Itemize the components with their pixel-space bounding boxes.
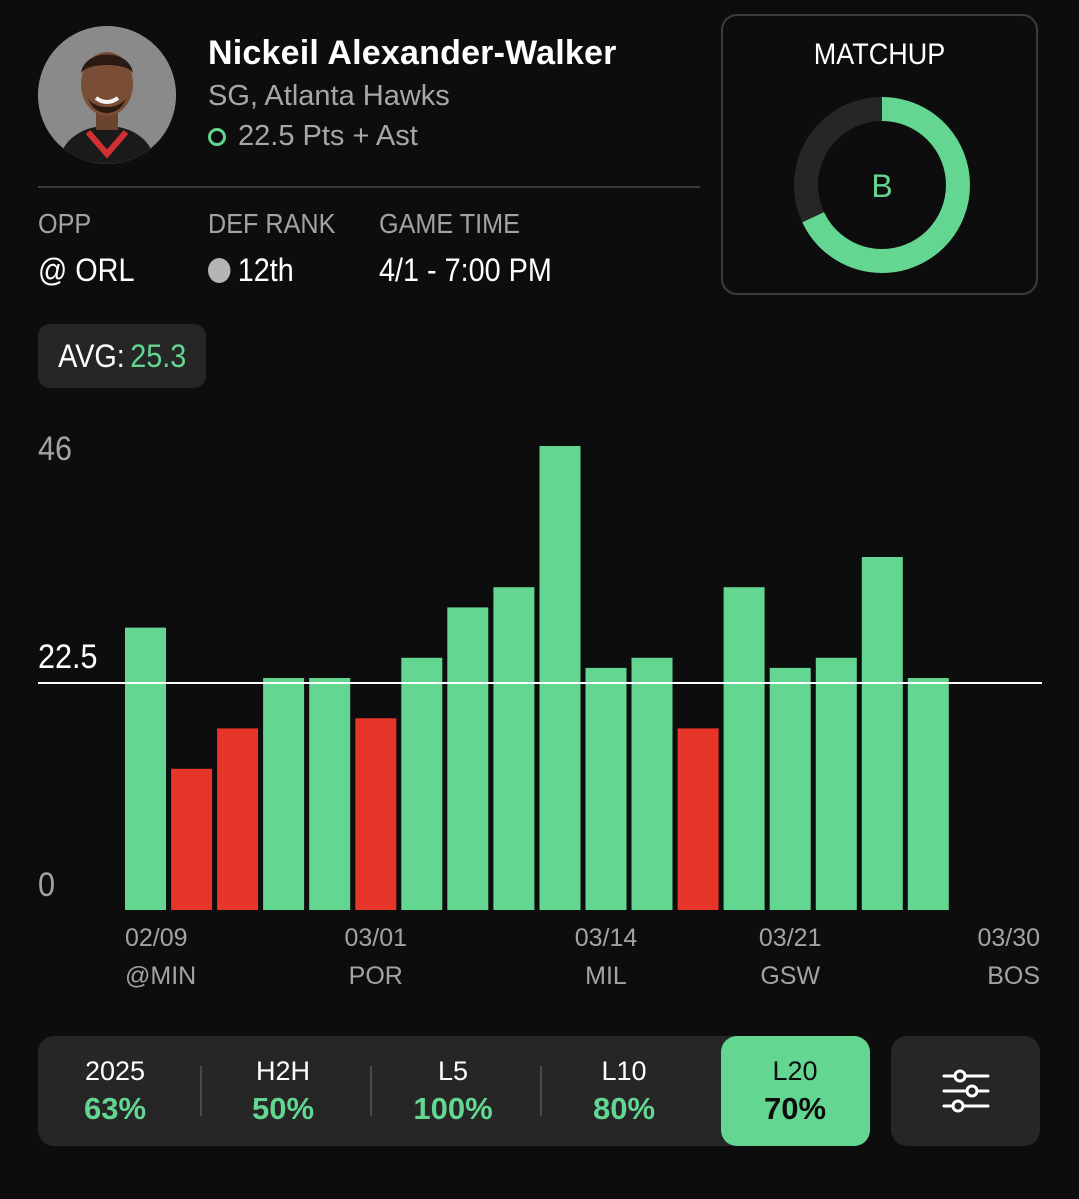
matchup-ring: B: [794, 97, 970, 273]
x-axis-opponent-label: @MIN: [125, 962, 197, 990]
chart-bar[interactable]: [585, 667, 627, 910]
x-axis-date-label: 02/09: [125, 924, 188, 952]
chart-bar[interactable]: [309, 678, 351, 910]
x-axis-opponent-label: BOS: [987, 962, 1040, 990]
chart-bar[interactable]: [677, 728, 719, 910]
matchup-title: MATCHUP: [813, 38, 946, 71]
filter-hit-rate: 100%: [413, 1091, 493, 1126]
filter-l20[interactable]: L20 70%: [720, 1036, 870, 1146]
filter-label: H2H: [255, 1056, 310, 1086]
opp-label: OPP: [38, 208, 92, 239]
chart-bar[interactable]: [493, 587, 535, 910]
x-axis-opponent-label: POR: [348, 962, 403, 990]
chart-bar[interactable]: [769, 667, 811, 910]
filter-label: 2025: [84, 1056, 146, 1086]
prop-line-text: 22.5 Pts + Ast: [238, 120, 418, 152]
game-time-value: 4/1 - 7:00 PM: [379, 252, 552, 288]
avg-pill: AVG: 25.3: [38, 324, 206, 388]
chart-bar[interactable]: [631, 657, 673, 910]
player-photo-icon: [38, 26, 176, 164]
x-axis-date-label: 03/30: [977, 924, 1040, 952]
filter-label: L20: [772, 1056, 818, 1086]
avg-label: AVG:: [57, 337, 125, 374]
filter-separator: [200, 1066, 202, 1116]
filter-hit-rate: 63%: [83, 1091, 147, 1126]
x-axis-opponent-label: GSW: [760, 962, 821, 990]
x-axis-date-label: 03/01: [344, 924, 408, 952]
game-time-label: GAME TIME: [379, 208, 520, 239]
def-rank-text: 12th: [237, 252, 294, 288]
opp-value: @ ORL: [38, 252, 135, 288]
def-rank-label: DEF RANK: [208, 208, 336, 239]
settings-button[interactable]: [891, 1036, 1040, 1146]
x-axis-opponent-label: MIL: [585, 962, 627, 990]
y-tick-max: 46: [38, 430, 73, 468]
sliders-icon: [942, 1069, 989, 1113]
matchup-card[interactable]: MATCHUP B: [721, 14, 1038, 295]
chart-bar[interactable]: [171, 768, 213, 910]
filter-hit-rate: 70%: [763, 1091, 827, 1126]
chart-bar[interactable]: [355, 718, 397, 910]
chart-bar[interactable]: [263, 678, 305, 910]
player-position-team: SG, Atlanta Hawks: [208, 80, 450, 112]
filter-l5[interactable]: L5 100%: [373, 1036, 533, 1146]
chart-bar[interactable]: [907, 678, 949, 910]
def-rank-value: 12th: [208, 252, 294, 289]
x-axis-date-label: 03/21: [758, 924, 822, 952]
player-name: Nickeil Alexander-Walker: [208, 34, 617, 72]
matchup-ring-fill: [794, 97, 970, 273]
filter-hit-rate: 50%: [251, 1091, 315, 1126]
filter-separator: [540, 1066, 542, 1116]
filter-2025[interactable]: 2025 63%: [35, 1036, 195, 1146]
avg-value: 25.3: [130, 337, 187, 374]
chart-bar[interactable]: [401, 657, 443, 910]
chart-bar[interactable]: [217, 728, 259, 910]
chart-bar[interactable]: [723, 587, 765, 910]
chart-bar[interactable]: [539, 446, 581, 910]
rank-dot-icon: [208, 258, 231, 283]
filter-l10[interactable]: L10 80%: [544, 1036, 704, 1146]
header-divider: [38, 186, 700, 188]
chart-bar[interactable]: [861, 557, 903, 910]
filter-label: L10: [601, 1056, 647, 1086]
filter-h2h[interactable]: H2H 50%: [203, 1036, 363, 1146]
filter-label: L5: [437, 1056, 469, 1086]
player-avatar: [38, 26, 176, 164]
over-indicator-icon: [208, 127, 226, 146]
matchup-grade: B: [871, 168, 892, 204]
chart-bar[interactable]: [125, 627, 166, 910]
game-log-chart: [38, 446, 1042, 910]
prop-line: 22.5 Pts + Ast: [208, 120, 418, 153]
chart-bar[interactable]: [447, 607, 489, 910]
y-tick-line: 22.5: [38, 638, 98, 676]
filter-separator: [370, 1066, 372, 1116]
chart-bar[interactable]: [815, 657, 857, 910]
x-axis-date-label: 03/14: [574, 924, 638, 952]
filter-hit-rate: 80%: [592, 1091, 656, 1126]
y-tick-zero: 0: [38, 866, 56, 904]
